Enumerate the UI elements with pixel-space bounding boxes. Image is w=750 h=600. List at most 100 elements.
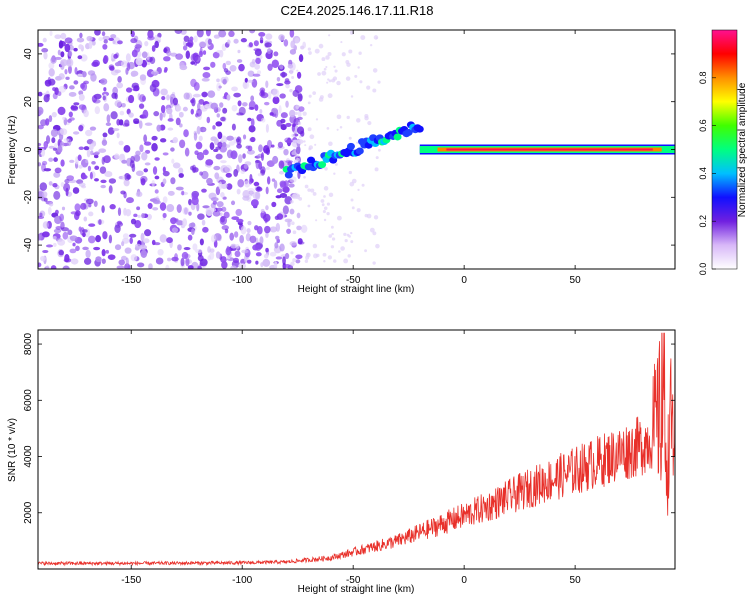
noise-blob [86, 35, 93, 42]
noise-blob [259, 236, 264, 245]
noise-blob [344, 238, 348, 243]
noise-blob [170, 147, 175, 152]
noise-blob [140, 175, 148, 183]
noise-blob [154, 189, 159, 194]
noise-blob [182, 207, 190, 215]
noise-blob [279, 93, 286, 99]
noise-blob [136, 206, 141, 211]
noise-blob [278, 160, 285, 169]
noise-blob [356, 141, 359, 144]
noise-blob [70, 104, 75, 110]
noise-blob [60, 59, 68, 67]
noise-blob [53, 190, 61, 200]
noise-blob [38, 262, 42, 268]
noise-blob [265, 147, 271, 155]
noise-blob [236, 112, 244, 116]
noise-blob [163, 47, 168, 54]
noise-blob [320, 199, 325, 203]
snr-x-label: Height of straight line (km) [298, 584, 415, 595]
noise-blob [38, 106, 44, 116]
noise-blob [114, 100, 122, 107]
noise-blob [273, 261, 278, 269]
noise-blob [286, 228, 292, 234]
noise-blob [275, 256, 283, 260]
noise-blob [144, 40, 149, 47]
noise-blob [217, 131, 223, 140]
noise-blob [157, 32, 162, 38]
noise-blob [51, 111, 57, 118]
noise-blob [260, 166, 266, 174]
noise-blob [61, 206, 66, 211]
noise-blob [294, 85, 303, 94]
noise-blob [172, 97, 178, 106]
noise-blob [174, 30, 183, 34]
noise-blob [201, 77, 210, 82]
noise-blob [102, 132, 108, 138]
noise-blob [94, 165, 100, 171]
noise-blob [177, 244, 182, 251]
noise-blob [122, 123, 130, 127]
noise-blob [284, 218, 293, 223]
noise-blob [80, 202, 87, 210]
noise-blob [323, 260, 326, 263]
noise-blob [89, 171, 93, 180]
noise-blob [357, 66, 360, 69]
noise-blob [59, 213, 65, 222]
noise-blob [117, 40, 123, 45]
noise-blob [160, 88, 168, 96]
noise-blob [58, 40, 64, 49]
snr-frame [37, 329, 676, 570]
noise-blob [196, 152, 205, 161]
noise-blob [315, 219, 318, 222]
noise-blob [358, 51, 362, 55]
noise-blob [185, 257, 190, 267]
noise-blob [102, 231, 108, 240]
noise-blob [178, 111, 184, 118]
noise-blob [89, 126, 97, 131]
noise-blob [162, 178, 167, 185]
noise-blob [154, 157, 160, 161]
noise-blob [297, 116, 303, 121]
y-tick-label: 40 [23, 48, 34, 60]
noise-blob [185, 50, 191, 60]
noise-blob [348, 136, 352, 140]
noise-blob [78, 226, 82, 232]
noise-blob [75, 245, 80, 252]
noise-blob [275, 222, 281, 232]
noise-blob [48, 115, 53, 123]
noise-blob [247, 220, 252, 226]
noise-blob [117, 76, 122, 83]
noise-blob [43, 51, 48, 60]
colorbar: 0.0 0.2 0.4 0.6 0.8 Normalized spectral ampl… [698, 29, 748, 275]
noise-blob [135, 243, 142, 249]
noise-blob [101, 205, 105, 213]
noise-blob [297, 194, 301, 198]
noise-blob [296, 212, 301, 219]
noise-blob [298, 106, 305, 112]
noise-blob [60, 181, 65, 188]
noise-blob [176, 204, 182, 213]
noise-blob [103, 55, 109, 63]
y-tick-label: 6000 [23, 389, 34, 412]
noise-blob [284, 263, 291, 268]
noise-blob [136, 262, 145, 268]
noise-blob [285, 100, 289, 108]
noise-blob [307, 204, 311, 208]
snr-y-label: SNR (10 * v/v) [7, 418, 18, 482]
noise-blob [52, 147, 58, 151]
spectrogram-panel: -150 -100 -50 0 50 -40 -20 0 20 40 Height of str… [7, 29, 676, 295]
noise-blob [167, 127, 174, 131]
noise-blob [220, 116, 226, 122]
noise-blob [40, 148, 46, 157]
noise-blob [116, 132, 120, 139]
noise-blob [133, 213, 138, 218]
noise-blob [64, 37, 73, 44]
noise-blob [265, 186, 269, 195]
noise-blob [48, 157, 54, 162]
noise-blob [262, 213, 271, 222]
noise-blob [198, 99, 205, 105]
noise-blob [172, 162, 181, 169]
noise-blob [298, 54, 304, 63]
noise-blob [330, 245, 335, 249]
noise-blob [73, 131, 80, 135]
